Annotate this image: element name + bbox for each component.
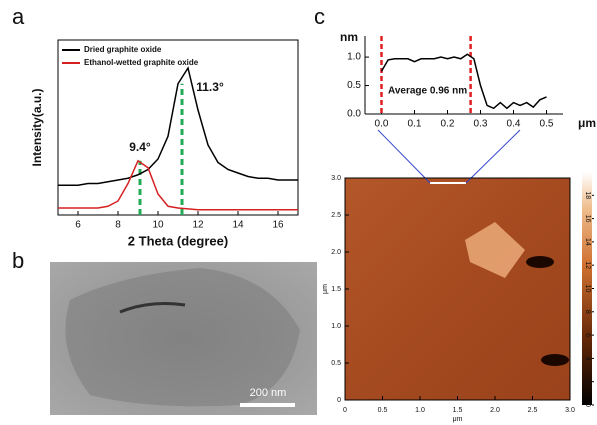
legend-label: Dried graphite oxide <box>84 45 162 54</box>
x-tick-label: 12 <box>192 220 204 231</box>
x-axis-label: μm <box>578 116 596 130</box>
x-tick-label: 3.0 <box>565 407 575 414</box>
x-tick-label: 1.5 <box>453 407 463 414</box>
colorbar-tick-label: 16 <box>584 215 591 223</box>
panel-label: b <box>12 248 24 273</box>
x-tick-label: 0.2 <box>441 119 455 130</box>
line-series <box>58 68 298 185</box>
y-tick-label: 2.5 <box>331 212 341 219</box>
y-axis-label: nm <box>340 30 358 44</box>
x-tick-label: 0.0 <box>375 119 389 130</box>
connector <box>378 130 430 183</box>
x-axis-label: 2 Theta (degree) <box>128 233 228 248</box>
y-tick-label: 0.0 <box>347 109 361 120</box>
y-axis-label: Intensity(a.u.) <box>30 88 44 166</box>
afm-pit <box>526 256 554 268</box>
x-tick-label: 0.5 <box>540 119 554 130</box>
colorbar-tick-label: 12 <box>584 261 591 269</box>
x-tick-label: 14 <box>232 220 244 231</box>
y-tick-label: 3.0 <box>331 175 341 182</box>
x-tick-label: 0.5 <box>378 407 388 414</box>
x-tick-label: 6 <box>75 220 81 231</box>
line-series <box>58 161 298 210</box>
panel-label: a <box>12 4 25 29</box>
x-tick-label: 2.0 <box>490 407 500 414</box>
scale-bar-label: 200 nm <box>250 387 287 399</box>
colorbar-tick-label: 0 <box>584 403 591 407</box>
colorbar-tick-label: 4 <box>584 356 591 360</box>
colorbar-tick-label: 2 <box>584 380 591 384</box>
colorbar-tick-label: 8 <box>584 310 591 314</box>
x-tick-label: 0.1 <box>408 119 422 130</box>
x-tick-label: 2.5 <box>528 407 538 414</box>
colorbar-tick-label: 6 <box>584 333 591 337</box>
colorbar-tick-label: 18 <box>584 191 591 199</box>
connector <box>466 130 520 183</box>
x-axis-label: μm <box>453 416 463 423</box>
x-tick-label: 16 <box>272 220 284 231</box>
panel-label: c <box>314 4 325 29</box>
y-tick-label: 0.5 <box>347 80 361 91</box>
peak-label: 11.3° <box>196 80 224 94</box>
line-series <box>382 54 547 108</box>
afm-pit <box>541 354 569 366</box>
annotation: Average 0.96 nm <box>388 86 467 97</box>
colorbar-tick-label: 10 <box>584 285 591 293</box>
y-tick-label: 0 <box>337 397 341 404</box>
x-tick-label: 0.4 <box>507 119 521 130</box>
afm-image <box>345 178 570 400</box>
x-tick-label: 0 <box>343 407 347 414</box>
y-tick-label: 1.5 <box>331 286 341 293</box>
x-tick-label: 10 <box>152 220 164 231</box>
y-tick-label: 1.0 <box>331 323 341 330</box>
peak-label: 9.4° <box>129 140 151 154</box>
colorbar-tick-label: 14 <box>584 238 591 246</box>
y-tick-label: 2.0 <box>331 249 341 256</box>
x-tick-label: 0.3 <box>474 119 488 130</box>
legend-label: Ethanol-wetted graphite oxide <box>84 58 199 67</box>
y-tick-label: 0.5 <box>331 360 341 367</box>
figure: a b c 200 nm 681012141611.3°9.4°Dried gr… <box>0 0 597 425</box>
y-tick-label: 1.0 <box>347 52 361 63</box>
x-tick-label: 1.0 <box>415 407 425 414</box>
y-axis-label: μm <box>322 284 329 294</box>
x-tick-label: 8 <box>115 220 121 231</box>
